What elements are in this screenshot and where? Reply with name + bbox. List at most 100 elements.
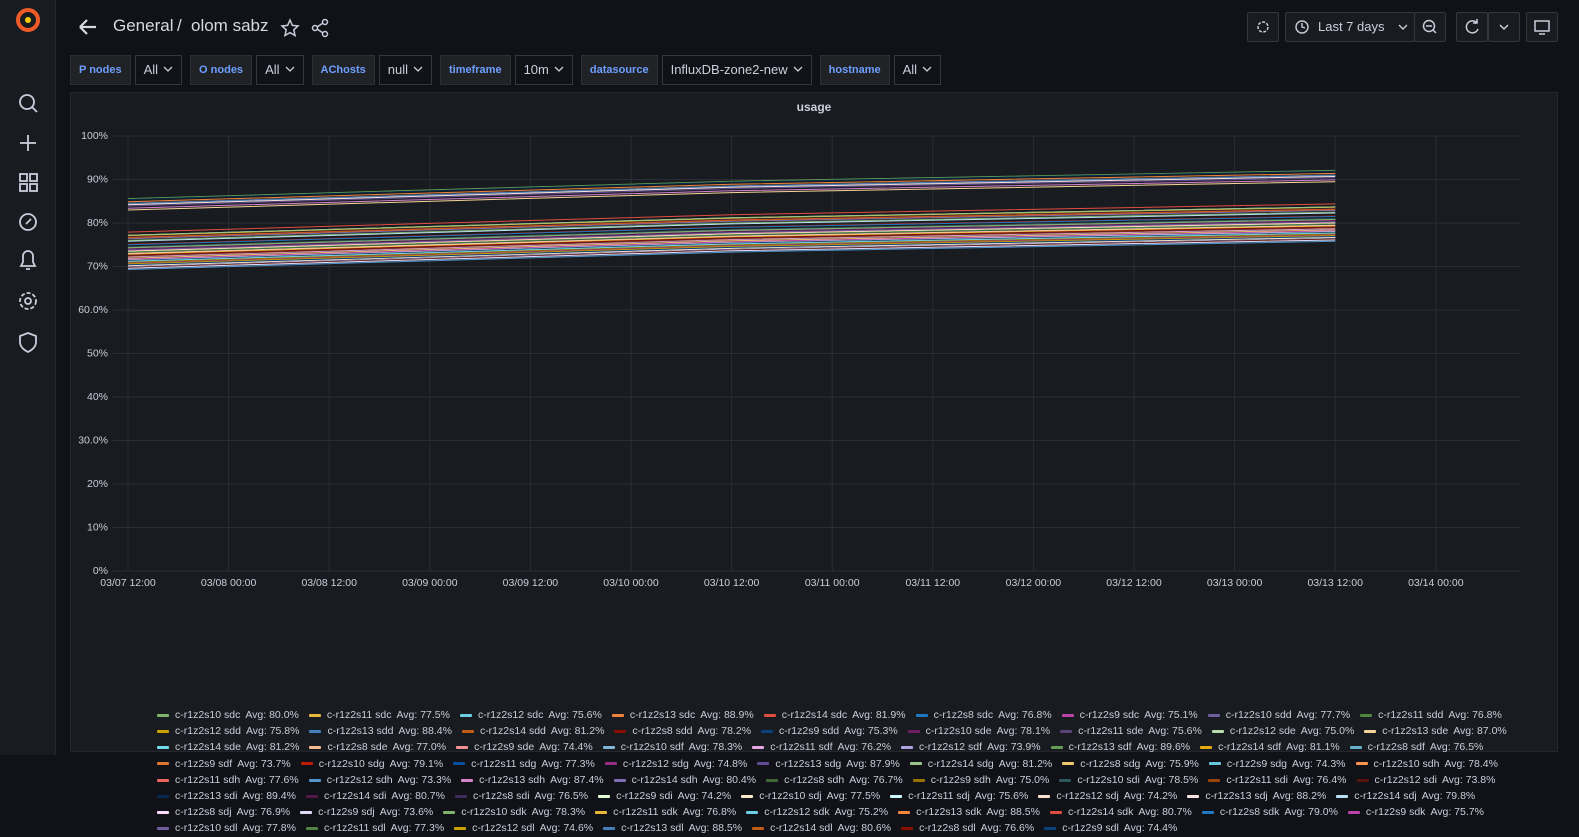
dashboards-icon[interactable] (19, 173, 38, 192)
legend-item[interactable]: c-r1z2s14 sdh Avg: 80.4% (613, 772, 756, 788)
legend-item[interactable]: c-r1z2s8 sdd Avg: 78.2% (614, 723, 751, 739)
refresh-button[interactable] (1456, 12, 1488, 42)
legend-item[interactable]: c-r1z2s12 sdh Avg: 73.3% (308, 772, 451, 788)
legend-item[interactable]: c-r1z2s10 sdk Avg: 78.3% (443, 804, 585, 820)
legend-item[interactable]: c-r1z2s11 sde Avg: 75.6% (1060, 723, 1202, 739)
zoom-out-button[interactable] (1414, 12, 1446, 42)
legend-item[interactable]: c-r1z2s10 sdi Avg: 78.5% (1059, 772, 1198, 788)
legend-item[interactable]: c-r1z2s10 sdf Avg: 78.3% (602, 739, 742, 755)
alerting-icon[interactable] (19, 250, 37, 270)
legend-item[interactable]: c-r1z2s14 sdd Avg: 81.2% (461, 723, 604, 739)
legend-item[interactable]: c-r1z2s10 sdd Avg: 77.7% (1207, 707, 1350, 723)
legend-item[interactable]: c-r1z2s13 sdd Avg: 88.4% (309, 723, 452, 739)
legend-item[interactable]: c-r1z2s11 sdg Avg: 77.3% (453, 756, 595, 772)
legend-item[interactable]: c-r1z2s9 sdi Avg: 74.2% (598, 788, 731, 804)
legend-item[interactable]: c-r1z2s8 sdk Avg: 79.0% (1201, 804, 1338, 820)
legend-item[interactable]: c-r1z2s9 sdk Avg: 75.7% (1347, 804, 1484, 820)
legend-item[interactable]: c-r1z2s9 sdd Avg: 75.3% (761, 723, 898, 739)
legend-item[interactable]: c-r1z2s11 sdk Avg: 76.8% (595, 804, 736, 820)
config-icon[interactable] (19, 292, 37, 310)
share-button[interactable] (310, 18, 330, 38)
tv-mode-button[interactable] (1526, 12, 1558, 42)
legend-item[interactable]: c-r1z2s9 sdg Avg: 74.3% (1208, 756, 1346, 772)
legend-item[interactable]: c-r1z2s8 sdj Avg: 76.9% (157, 804, 290, 820)
variable-select[interactable]: All (134, 55, 183, 85)
legend-item[interactable]: c-r1z2s9 sdf Avg: 73.7% (157, 756, 291, 772)
legend-item[interactable]: c-r1z2s13 sdj Avg: 88.2% (1187, 788, 1326, 804)
legend-item[interactable]: c-r1z2s10 sde Avg: 78.1% (907, 723, 1050, 739)
legend-item[interactable]: c-r1z2s11 sdi Avg: 76.4% (1208, 772, 1347, 788)
legend-label: c-r1z2s9 sdc (1079, 709, 1140, 721)
legend-item[interactable]: c-r1z2s12 sdf Avg: 73.9% (901, 739, 1041, 755)
variable-select[interactable]: All (256, 55, 304, 85)
legend-item[interactable]: c-r1z2s8 sdg Avg: 75.9% (1062, 756, 1199, 772)
shield-icon[interactable] (19, 332, 37, 354)
legend-item[interactable]: c-r1z2s10 sdh Avg: 78.4% (1355, 756, 1498, 772)
legend-item[interactable]: c-r1z2s14 sdj Avg: 79.8% (1336, 788, 1475, 804)
legend-item[interactable]: c-r1z2s14 sdl Avg: 80.6% (752, 820, 891, 836)
legend-item[interactable]: c-r1z2s8 sdh Avg: 76.7% (766, 772, 903, 788)
legend-item[interactable]: c-r1z2s8 sdc Avg: 76.8% (915, 707, 1052, 723)
legend-item[interactable]: c-r1z2s11 sdh Avg: 77.6% (157, 772, 299, 788)
legend-item[interactable]: c-r1z2s10 sdg Avg: 79.1% (300, 756, 443, 772)
legend-item[interactable]: c-r1z2s14 sdg Avg: 81.2% (909, 756, 1052, 772)
settings-button[interactable] (1247, 12, 1279, 42)
legend-item[interactable]: c-r1z2s12 sdj Avg: 74.2% (1038, 788, 1177, 804)
folder-link[interactable]: General (113, 16, 174, 35)
legend-item[interactable]: c-r1z2s11 sdd Avg: 76.8% (1360, 707, 1502, 723)
legend-item[interactable]: c-r1z2s8 sde Avg: 77.0% (309, 739, 446, 755)
legend-item[interactable]: c-r1z2s9 sdh Avg: 75.0% (912, 772, 1049, 788)
legend-item[interactable]: c-r1z2s8 sdl Avg: 76.6% (901, 820, 1034, 836)
x-tick-label: 03/09 12:00 (503, 577, 559, 589)
legend-item[interactable]: c-r1z2s9 sde Avg: 74.4% (456, 739, 593, 755)
variable-select[interactable]: 10m (514, 55, 573, 85)
legend-item[interactable]: c-r1z2s13 sdc Avg: 88.9% (611, 707, 754, 723)
legend-item[interactable]: c-r1z2s8 sdi Avg: 76.5% (454, 788, 588, 804)
legend-item[interactable]: c-r1z2s11 sdc Avg: 77.5% (308, 707, 450, 723)
legend-item[interactable]: c-r1z2s9 sdc Avg: 75.1% (1061, 707, 1198, 723)
legend-item[interactable]: c-r1z2s12 sdi Avg: 73.8% (1356, 772, 1495, 788)
legend-item[interactable]: c-r1z2s12 sdd Avg: 75.8% (157, 723, 299, 739)
legend-item[interactable]: c-r1z2s13 sde Avg: 87.0% (1364, 723, 1507, 739)
legend-item[interactable]: c-r1z2s13 sdf Avg: 89.6% (1050, 739, 1190, 755)
refresh-interval-button[interactable] (1488, 12, 1520, 42)
create-icon[interactable] (20, 135, 36, 151)
legend-item[interactable]: c-r1z2s13 sdk Avg: 88.5% (898, 804, 1040, 820)
legend-item[interactable]: c-r1z2s12 sdc Avg: 75.6% (459, 707, 602, 723)
legend-item[interactable]: c-r1z2s8 sdf Avg: 76.5% (1349, 739, 1483, 755)
legend-item[interactable]: c-r1z2s13 sdi Avg: 89.4% (157, 788, 296, 804)
legend-item[interactable]: c-r1z2s10 sdj Avg: 77.5% (741, 788, 880, 804)
legend-item[interactable]: c-r1z2s13 sdh Avg: 87.4% (461, 772, 604, 788)
legend-item[interactable]: c-r1z2s13 sdg Avg: 87.9% (757, 756, 900, 772)
back-button[interactable] (72, 10, 102, 44)
legend-item[interactable]: c-r1z2s13 sdl Avg: 88.5% (603, 820, 742, 836)
time-picker[interactable]: Last 7 days (1285, 12, 1415, 42)
legend-item[interactable]: c-r1z2s14 sdc Avg: 81.9% (763, 707, 906, 723)
variable-select[interactable]: null (378, 55, 432, 85)
legend-item[interactable]: c-r1z2s11 sdl Avg: 77.3% (305, 820, 444, 836)
legend-avg: Avg: 81.2% (245, 741, 300, 754)
search-icon[interactable] (19, 94, 38, 113)
legend-item[interactable]: c-r1z2s14 sdi Avg: 80.7% (305, 788, 445, 804)
dashboard-title[interactable]: olom sabz (191, 16, 269, 35)
legend-item[interactable]: c-r1z2s10 sdc Avg: 80.0% (157, 707, 299, 723)
legend-item[interactable]: c-r1z2s12 sde Avg: 75.0% (1211, 723, 1354, 739)
legend-item[interactable]: c-r1z2s14 sdk Avg: 80.7% (1049, 804, 1192, 820)
legend-label: c-r1z2s14 sdi (323, 790, 387, 803)
variable-select[interactable]: InfluxDB-zone2-new (661, 55, 812, 85)
legend-avg: Avg: 74.4% (539, 741, 593, 754)
legend-item[interactable]: c-r1z2s12 sdg Avg: 74.8% (604, 756, 747, 772)
legend-item[interactable]: c-r1z2s12 sdl Avg: 74.6% (454, 820, 593, 836)
legend-item[interactable]: c-r1z2s9 sdl Avg: 74.4% (1044, 820, 1177, 836)
legend-item[interactable]: c-r1z2s14 sde Avg: 81.2% (157, 739, 299, 755)
legend-item[interactable]: c-r1z2s10 sdl Avg: 77.8% (157, 820, 296, 836)
legend-item[interactable]: c-r1z2s11 sdf Avg: 76.2% (752, 739, 891, 755)
legend-item[interactable]: c-r1z2s9 sdj Avg: 73.6% (300, 804, 433, 820)
legend-item[interactable]: c-r1z2s11 sdj Avg: 75.6% (890, 788, 1028, 804)
legend-item[interactable]: c-r1z2s14 sdf Avg: 81.1% (1200, 739, 1340, 755)
explore-icon[interactable] (19, 213, 37, 231)
star-button[interactable] (280, 18, 300, 38)
variable-select[interactable]: All (893, 55, 942, 85)
legend-item[interactable]: c-r1z2s12 sdk Avg: 75.2% (746, 804, 888, 820)
grafana-logo[interactable] (16, 8, 40, 32)
